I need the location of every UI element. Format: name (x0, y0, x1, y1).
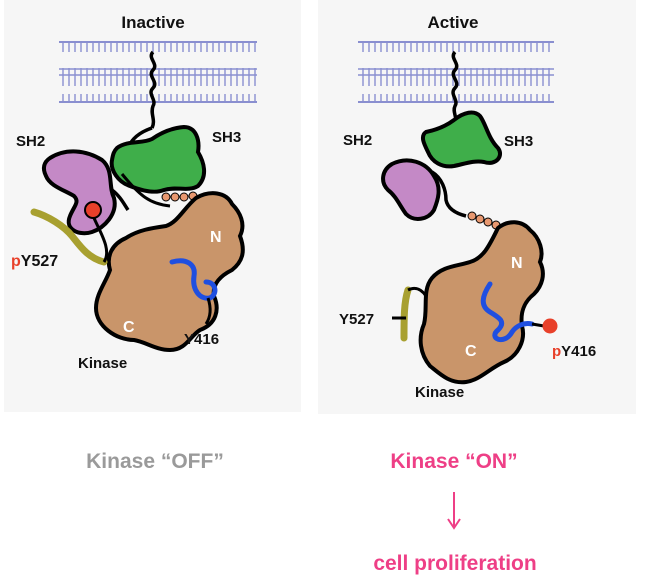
sh3-domain-left (109, 124, 206, 194)
c-tail-right (400, 286, 412, 342)
sh2-sh3-connector-right (431, 170, 467, 218)
n-lobe-label-right: N (511, 255, 523, 272)
membrane-right (358, 41, 554, 103)
c-tail-to-kinase-right (407, 286, 428, 297)
py416-label-right: pY416 (552, 343, 596, 360)
y416-label-left: Y416 (184, 331, 219, 348)
py416-phosphate-right (542, 318, 558, 334)
c-lobe-label-left: C (123, 319, 135, 336)
kinase-on-state: Kinase “ON” (390, 450, 517, 473)
membrane-anchor-left (149, 50, 157, 129)
py416-p-prefix-right: p (552, 343, 561, 360)
sh2-label-left: SH2 (16, 133, 45, 150)
membrane-left (59, 41, 257, 103)
c-lobe-label-right: C (465, 343, 477, 360)
y416-connector-right (531, 322, 545, 328)
y416-connector-left (204, 297, 212, 325)
py527-residue-left: Y527 (21, 253, 58, 270)
down-arrow (447, 492, 461, 530)
py527-phosphate-left (84, 201, 102, 219)
c-tail-left (30, 208, 108, 266)
sh2-label-right: SH2 (343, 132, 372, 149)
sh3-kinase-linker-left (120, 173, 171, 208)
inactive-title: Inactive (121, 13, 184, 32)
activation-loop-right (480, 281, 535, 343)
kinase-domain-left (93, 191, 245, 353)
sh3-domain-right (420, 110, 503, 169)
sh2-sh3-connector-left (110, 188, 130, 211)
kinase-off-state: Kinase “OFF” (86, 450, 224, 473)
kinase-label-right: Kinase (415, 384, 464, 401)
sh3-label-left: SH3 (212, 129, 241, 146)
n-lobe-label-left: N (210, 229, 222, 246)
sh3-label-right: SH3 (504, 133, 533, 150)
sh2-kinase-linker-beads-right (467, 211, 501, 230)
py527-label-left: pY527 (11, 253, 58, 270)
active-title: Active (427, 13, 478, 32)
cell-proliferation-outcome: cell proliferation (373, 552, 536, 575)
c-tail-to-sh2-left (92, 217, 109, 263)
membrane-anchor-right (451, 50, 459, 125)
py527-p-prefix-left: p (11, 253, 21, 270)
kinase-label-left: Kinase (78, 355, 127, 372)
py416-residue-right: Y416 (561, 343, 596, 360)
y527-label-right: Y527 (339, 311, 374, 328)
activation-loop-left (169, 258, 218, 301)
